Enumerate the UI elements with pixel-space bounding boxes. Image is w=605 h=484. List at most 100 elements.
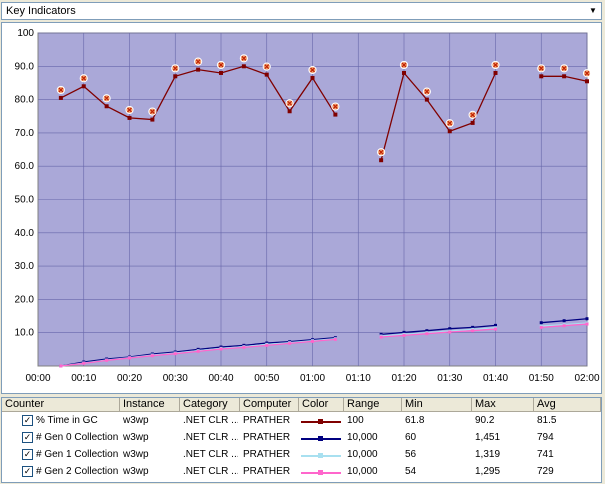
data-point (150, 354, 154, 358)
data-point (470, 120, 475, 125)
y-tick-label: 60.0 (15, 161, 35, 172)
column-header-instance[interactable]: Instance (120, 398, 180, 412)
alert-marker-cross (127, 107, 132, 113)
x-tick-label: 01:10 (346, 373, 371, 384)
data-point (242, 345, 246, 349)
counter-row[interactable]: ✓ # Gen 2 Collections w3wp .NET CLR ... PRAT… (2, 464, 601, 481)
column-header-counter[interactable]: Counter (2, 398, 120, 412)
x-tick-label: 00:30 (163, 373, 188, 384)
cell-min: 61.8 (405, 415, 425, 426)
column-header-avg[interactable]: Avg (534, 398, 601, 412)
cell-instance: w3wp (123, 432, 149, 443)
data-point (82, 361, 86, 365)
series-line (381, 324, 496, 336)
alert-marker-cross (561, 65, 567, 71)
cell-min: 54 (405, 466, 417, 477)
data-point (58, 95, 63, 100)
color-swatch-marker (318, 419, 323, 424)
data-point (379, 332, 383, 336)
data-point (585, 322, 589, 326)
cell-avg: 81.5 (537, 415, 557, 426)
data-point (494, 323, 497, 327)
alert-marker-cross (310, 67, 315, 73)
data-point (219, 70, 223, 75)
cell-avg: 741 (537, 449, 554, 460)
counter-set-dropdown[interactable]: Key Indicators ▼ (1, 2, 602, 20)
alert-marker-cross (172, 65, 178, 71)
color-swatch-marker (318, 453, 323, 458)
data-point (493, 70, 498, 75)
alert-marker-cross (241, 55, 247, 61)
counter-row[interactable]: ✓ # Gen 1 Collections w3wp .NET CLR ... PRAT… (2, 447, 601, 464)
data-point (173, 352, 177, 356)
y-tick-label: 90.0 (15, 61, 35, 72)
y-tick-label: 50.0 (15, 195, 35, 206)
color-swatch-marker (318, 436, 323, 441)
cell-category: .NET CLR ... (183, 449, 238, 460)
column-header-computer[interactable]: Computer (240, 398, 299, 412)
data-point (562, 324, 566, 328)
data-point (585, 79, 589, 84)
cell-max: 1,295 (475, 466, 501, 477)
alert-marker-cross (378, 149, 384, 155)
column-header-max[interactable]: Max (472, 398, 534, 412)
alert-marker-cross (424, 89, 430, 95)
column-header-category[interactable]: Category (180, 398, 240, 412)
data-point (219, 347, 223, 351)
x-tick-label: 01:40 (483, 373, 508, 384)
x-tick-label: 00:10 (71, 373, 96, 384)
color-swatch (301, 419, 341, 424)
x-tick-label: 00:40 (208, 373, 233, 384)
chevron-down-icon[interactable]: ▼ (585, 4, 600, 18)
data-point (265, 343, 269, 347)
cell-avg: 729 (537, 466, 554, 477)
y-tick-label: 80.0 (15, 95, 35, 106)
data-point (196, 349, 200, 353)
counter-checkbox[interactable]: ✓ (22, 449, 33, 460)
x-tick-label: 01:50 (529, 373, 554, 384)
y-tick-label: 30.0 (15, 261, 35, 272)
data-point (562, 74, 567, 79)
cell-max: 90.2 (475, 415, 495, 426)
chart-panel: 10.0 20.0 30.0 40.0 50.0 60.0 70.0 80.0 90.0 100 0… (1, 22, 602, 394)
cell-category: .NET CLR ... (183, 466, 238, 477)
data-point (447, 129, 452, 134)
data-point (425, 329, 429, 333)
alert-marker-cross (584, 70, 590, 76)
data-point (471, 325, 475, 329)
data-point (379, 158, 384, 163)
data-point (539, 74, 544, 79)
data-point (425, 332, 429, 336)
column-header-min[interactable]: Min (402, 398, 472, 412)
cell-range: 10,000 (347, 449, 378, 460)
data-point (471, 329, 475, 333)
data-point (333, 337, 337, 341)
alert-marker-cross (104, 95, 110, 101)
cell-instance: w3wp (123, 466, 149, 477)
counter-checkbox[interactable]: ✓ (22, 415, 33, 426)
data-point (448, 330, 452, 334)
alert-marker-cross (81, 75, 87, 81)
data-point (127, 115, 132, 120)
cell-counter: % Time in GC (36, 415, 98, 426)
y-tick-label: 100 (17, 28, 34, 39)
color-swatch-marker (318, 470, 323, 475)
cell-counter: # Gen 0 Collections (36, 432, 118, 443)
counter-row[interactable]: ✓% Time in GC w3wp .NET CLR ... PRATHER 100 6… (2, 413, 601, 430)
counter-checkbox[interactable]: ✓ (22, 432, 33, 443)
column-header-range[interactable]: Range (344, 398, 402, 412)
data-point (494, 327, 497, 331)
cell-range: 10,000 (347, 466, 378, 477)
data-point (402, 330, 406, 334)
cell-counter: # Gen 1 Collections (36, 449, 118, 460)
x-tick-label: 00:50 (254, 373, 279, 384)
color-swatch (301, 436, 341, 441)
cell-instance: w3wp (123, 415, 149, 426)
cell-avg: 794 (537, 432, 554, 443)
data-point (287, 109, 292, 114)
column-header-color[interactable]: Color (299, 398, 344, 412)
counter-row[interactable]: ✓ # Gen 0 Collections w3wp .NET CLR ... PRAT… (2, 430, 601, 447)
counter-checkbox[interactable]: ✓ (22, 466, 33, 477)
data-point (402, 333, 406, 337)
alert-marker-cross (195, 59, 201, 65)
